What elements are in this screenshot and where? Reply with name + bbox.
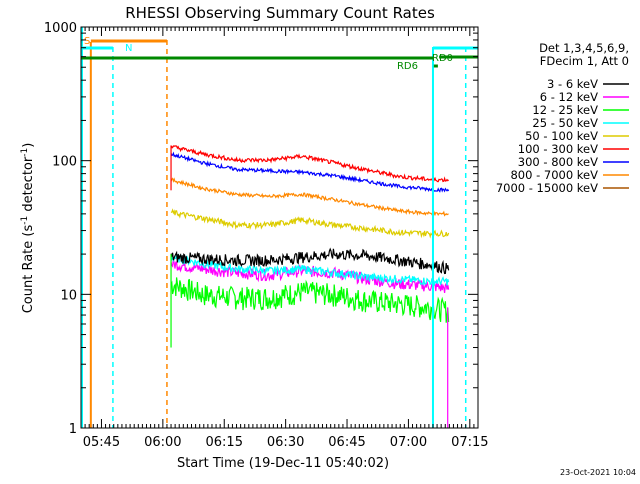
y-tick-label: 1: [69, 422, 77, 437]
legend-label: 6 - 12 keV: [540, 90, 598, 104]
legend-label: 800 - 7000 keV: [510, 168, 598, 182]
legend-header: FDecim 1, Att 0: [540, 54, 629, 68]
overlay-layer: S N RD6 RD0: [81, 27, 478, 428]
series-line: [170, 247, 450, 275]
series-line: [170, 177, 449, 217]
x-tick-label: 06:00: [144, 435, 181, 450]
legend-label: 50 - 100 keV: [525, 129, 598, 143]
flag-label: S: [84, 36, 90, 47]
legend-label: 12 - 25 keV: [532, 103, 598, 117]
flag-label: RD0: [432, 53, 453, 64]
y-axis-label: Count Rate (s-1 detector-1): [20, 143, 36, 314]
legend-label: 100 - 300 keV: [518, 142, 598, 156]
plot-frame: [80, 26, 479, 429]
legend-label: 300 - 800 keV: [518, 155, 598, 169]
flag-label: RD6: [397, 61, 418, 72]
series-line: [170, 277, 450, 323]
series-line: [170, 208, 450, 239]
y-tick-label: 100: [52, 155, 77, 170]
series-line: [170, 252, 450, 286]
data-layer: [170, 145, 450, 428]
footer-timestamp: 23-Oct-2021 10:04: [560, 468, 636, 477]
chart-title: RHESSI Observing Summary Count Rates: [125, 4, 435, 22]
x-tick-label: 07:15: [451, 435, 488, 450]
legend-label: 3 - 6 keV: [547, 77, 598, 91]
legend-label: 25 - 50 keV: [532, 116, 598, 130]
x-tick-label: 07:00: [390, 435, 427, 450]
x-axis-label: Start Time (19-Dec-11 05:40:02): [177, 456, 389, 471]
y-tick-label: 1000: [44, 21, 77, 36]
y-tick-label: 10: [60, 288, 77, 303]
series-line: [170, 145, 449, 183]
flag-label: N: [125, 43, 132, 54]
x-tick-label: 06:45: [328, 435, 365, 450]
legend-label: 7000 - 15000 keV: [496, 181, 598, 195]
x-tick-label: 05:45: [83, 435, 120, 450]
legend: Det 1,3,4,5,6,9,FDecim 1, Att 0 3 - 6 keV…: [496, 41, 629, 195]
x-tick-label: 06:30: [267, 435, 304, 450]
series-line: [170, 151, 450, 193]
legend-header: Det 1,3,4,5,6,9,: [539, 41, 629, 55]
x-tick-label: 06:15: [206, 435, 243, 450]
axes-layer: 1 10 100 1000 05:45 06:00 06:15 06:30 06:45 07:00…: [44, 21, 489, 450]
